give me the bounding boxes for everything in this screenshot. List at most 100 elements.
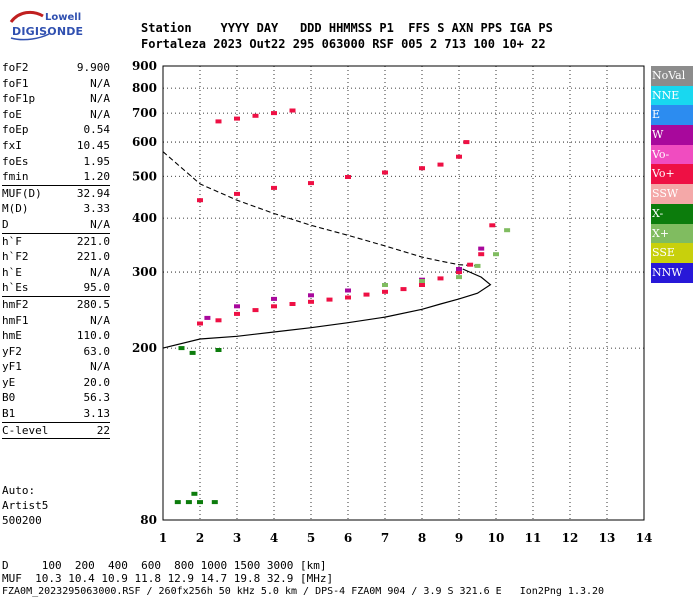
x-tick-label: 6 <box>344 531 352 545</box>
y-tick-label: 600 <box>132 135 157 149</box>
x-tick-label: 4 <box>270 531 278 545</box>
param-row: C-level 22 <box>2 421 110 439</box>
legend-item-nne: NNE <box>651 85 693 106</box>
param-value: 221.0 <box>76 234 110 248</box>
trace-point <box>478 246 485 251</box>
param-row: fmin 1.20 <box>2 169 110 185</box>
legend-item-sse: SSE <box>651 243 693 263</box>
trace-point <box>308 181 314 186</box>
param-row: D N/A <box>2 217 110 233</box>
profile-dashed-curve <box>162 151 478 267</box>
trace-point <box>204 315 211 320</box>
auto-label: Auto: <box>2 484 36 497</box>
param-row: yF1 N/A <box>2 359 110 375</box>
x-tick-label: 14 <box>636 531 653 545</box>
param-value: 63.0 <box>83 344 111 358</box>
x-tick-label: 2 <box>196 531 204 545</box>
param-name: hmF1 <box>2 313 29 327</box>
param-name: h`E <box>2 265 22 279</box>
x-tick-label: 1 <box>159 531 167 545</box>
param-row: B1 3.13 <box>2 406 110 422</box>
param-name: foEs <box>2 154 29 168</box>
trace-point <box>271 304 277 309</box>
trace-point <box>215 119 222 124</box>
param-value: 20.0 <box>83 375 111 389</box>
trace-point <box>289 108 296 113</box>
x-tick-label: 10 <box>488 531 505 545</box>
scaled-parameters-panel: foF2 9.900 foF1 N/A foF1p N/A foE N/A foEp 0.54 fx… <box>2 60 111 440</box>
trace-point <box>189 350 196 355</box>
param-value: N/A <box>90 107 110 121</box>
trace-point <box>234 311 240 316</box>
param-name: foF1p <box>2 92 36 106</box>
trace-point <box>382 289 388 294</box>
x-tick-label: 8 <box>418 531 426 545</box>
trace-point <box>382 170 388 175</box>
x-tick-label: 12 <box>562 531 579 545</box>
param-value: 32.94 <box>76 186 110 200</box>
x-tick-label: 3 <box>233 531 241 545</box>
trace-point <box>197 321 203 326</box>
digisonde-logo: Lowell DIGISONDE <box>5 8 83 42</box>
param-row: fxI 10.45 <box>2 138 110 154</box>
trace-point <box>474 263 481 268</box>
trace-point <box>185 500 192 505</box>
trace-point <box>456 275 462 280</box>
x-tick-label: 5 <box>307 531 315 545</box>
param-row: hmE 110.0 <box>2 328 110 344</box>
logo-swoosh-icon <box>9 10 50 41</box>
param-name: B1 <box>2 407 16 421</box>
trace-point <box>489 223 496 228</box>
trace-point <box>234 304 240 309</box>
legend-item-e: E <box>651 105 693 126</box>
x-tick-label: 9 <box>455 531 463 545</box>
param-name: h`Es <box>2 281 29 295</box>
param-value: 3.13 <box>83 407 111 421</box>
param-row: foEp 0.54 <box>2 122 110 138</box>
header-values: Fortaleza 2023 Out22 295 063000 RSF 005 … <box>141 37 546 51</box>
param-name: yF2 <box>2 344 22 358</box>
param-row: hmF2 280.5 <box>2 295 110 313</box>
param-value: 3.33 <box>83 202 111 216</box>
trace-point <box>308 293 314 298</box>
param-name: hmE <box>2 329 22 343</box>
param-row: foE N/A <box>2 107 110 123</box>
trace-point <box>178 346 185 351</box>
param-value: N/A <box>90 92 110 106</box>
param-row: B0 56.3 <box>2 390 110 406</box>
trace-point <box>437 276 444 281</box>
param-value: 95.0 <box>83 281 111 295</box>
param-name: h`F2 <box>2 250 29 264</box>
trace-point <box>252 308 259 313</box>
trace-point <box>504 228 511 233</box>
logo-text-digisonde: DIGISONDE <box>12 25 84 38</box>
trace-point <box>419 277 425 282</box>
polarization-legend: NoVal NNE E W Vo- Vo+ SSW X- X+ SSE NNW <box>651 66 693 283</box>
x-tick-label: 7 <box>381 531 389 545</box>
param-row: foF1p N/A <box>2 91 110 107</box>
y-tick-label: 800 <box>132 81 157 95</box>
legend-item-vo: Vo- <box>651 144 693 165</box>
param-row: h`F2 221.0 <box>2 249 110 265</box>
trace-point <box>345 288 351 293</box>
trace-point <box>363 292 370 297</box>
param-value: N/A <box>90 313 110 327</box>
y-tick-label: 900 <box>132 59 157 73</box>
x-tick-label: 11 <box>525 531 542 545</box>
trace-point <box>215 318 222 323</box>
trace-point <box>215 348 222 352</box>
trace-point <box>478 252 485 257</box>
param-value: 221.0 <box>76 250 110 264</box>
trace-point <box>419 279 425 283</box>
trace-point <box>271 185 277 190</box>
trace-point <box>211 500 218 505</box>
trace-point <box>437 162 444 167</box>
legend-item-ssw: SSW <box>651 184 693 204</box>
plot-frame <box>162 65 645 521</box>
param-row: MUF(D) 32.94 <box>2 184 110 202</box>
param-name: h`F <box>2 234 22 248</box>
legend-item-x: X+ <box>651 223 693 244</box>
param-value: N/A <box>90 265 110 279</box>
footer-muf-row: MUF 10.3 10.4 10.9 11.8 12.9 14.7 19.8 3… <box>2 572 334 585</box>
param-name: D <box>2 217 9 231</box>
